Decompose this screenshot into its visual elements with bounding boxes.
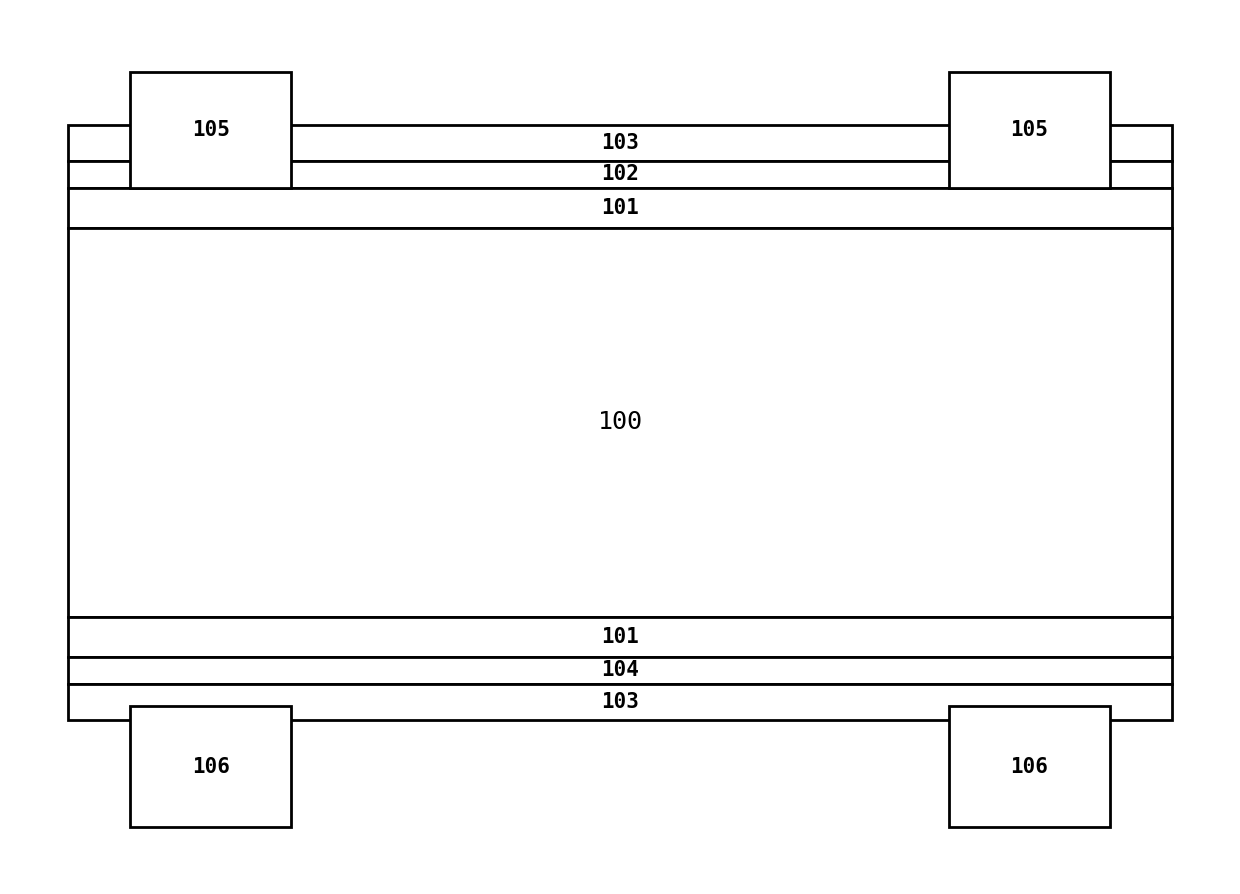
Bar: [68, 125, 1172, 161]
Text: 105: 105: [192, 120, 229, 139]
Bar: [130, 72, 291, 188]
Bar: [68, 684, 1172, 720]
Text: 103: 103: [601, 133, 639, 153]
Text: 103: 103: [601, 692, 639, 712]
Bar: [949, 72, 1110, 188]
Bar: [949, 706, 1110, 827]
Text: 106: 106: [192, 756, 229, 777]
Text: 105: 105: [1011, 120, 1048, 139]
Text: 100: 100: [598, 410, 642, 434]
Bar: [68, 657, 1172, 684]
Text: 101: 101: [601, 198, 639, 218]
Text: 101: 101: [601, 627, 639, 647]
Bar: [130, 706, 291, 827]
Text: 106: 106: [1011, 756, 1048, 777]
Text: 104: 104: [601, 661, 639, 680]
Bar: [68, 617, 1172, 657]
Text: 102: 102: [601, 164, 639, 184]
Bar: [68, 188, 1172, 228]
Bar: [68, 161, 1172, 188]
Bar: [68, 228, 1172, 617]
